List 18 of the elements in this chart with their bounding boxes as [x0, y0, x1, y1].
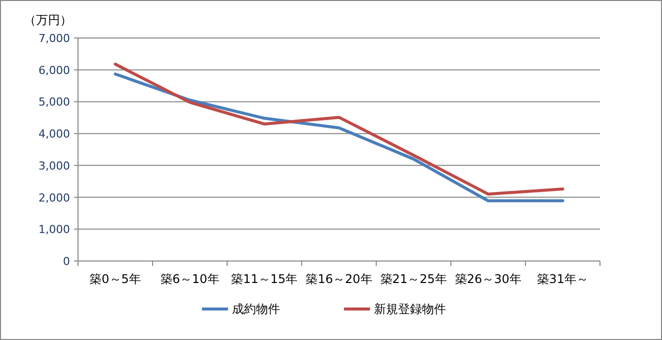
y-tick-label: 0 — [63, 255, 70, 268]
y-tick-label: 4,000 — [38, 128, 70, 141]
x-tick-label: 築16～20年 — [306, 272, 372, 286]
x-tick-label: 築0～5年 — [90, 272, 141, 286]
x-tick-label: 築21～25年 — [380, 272, 447, 286]
y-tick-label: 5,000 — [38, 96, 70, 109]
y-tick-label: 2,000 — [38, 191, 70, 204]
y-tick-label: 7,000 — [38, 32, 70, 45]
y-tick-label: 3,000 — [38, 159, 70, 172]
x-tick-label: 築31年～ — [537, 272, 588, 286]
x-tick-label: 築6～10年 — [160, 272, 220, 286]
y-tick-label: 6,000 — [38, 64, 70, 77]
x-tick-label: 築11～15年 — [231, 272, 298, 286]
y-axis-title: （万円） — [24, 13, 72, 27]
y-tick-label: 1,000 — [38, 223, 70, 236]
x-tick-label: 築26～30年 — [454, 272, 522, 286]
legend-label: 成約物件 — [232, 302, 280, 316]
legend-label: 新規登録物件 — [374, 302, 446, 316]
